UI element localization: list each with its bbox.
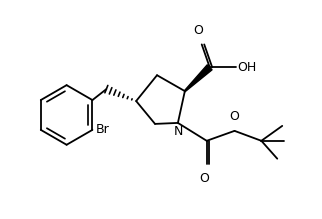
Polygon shape: [185, 65, 212, 92]
Text: OH: OH: [238, 61, 257, 74]
Text: O: O: [199, 172, 209, 185]
Text: Br: Br: [95, 123, 109, 136]
Text: N: N: [174, 125, 184, 138]
Text: O: O: [193, 25, 203, 37]
Text: O: O: [230, 110, 240, 123]
